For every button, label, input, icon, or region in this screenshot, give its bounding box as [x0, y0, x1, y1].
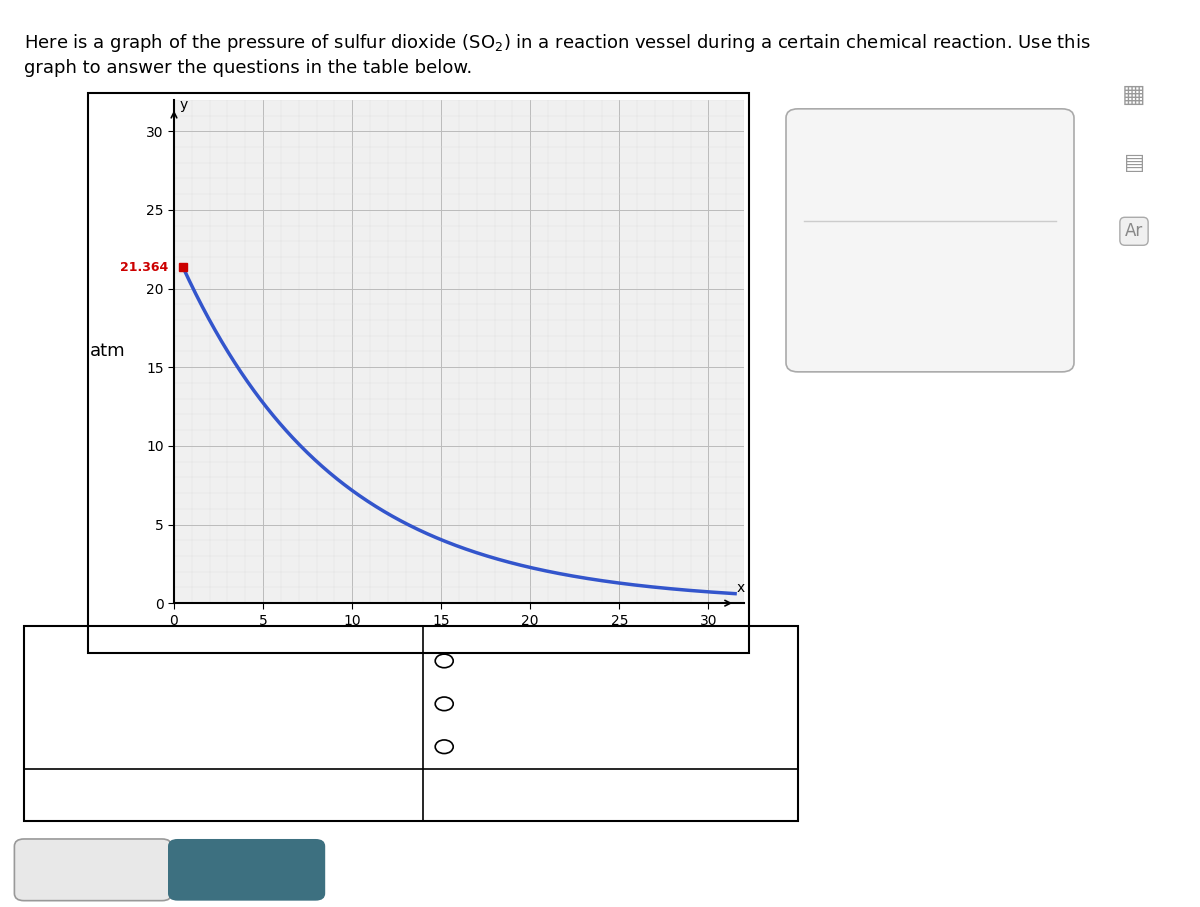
Text: created: created [462, 653, 521, 668]
Text: ↺: ↺ [923, 251, 937, 269]
Text: Ar: Ar [1124, 222, 1144, 240]
Text: graph to answer the questions in the table below.: graph to answer the questions in the tab… [24, 59, 473, 77]
Text: neither created nor destroyed: neither created nor destroyed [462, 739, 692, 755]
Text: ↙: ↙ [836, 161, 856, 181]
Text: destroyed: destroyed [462, 697, 539, 711]
Text: ▤: ▤ [1123, 153, 1145, 173]
Text: Explanation: Explanation [48, 863, 138, 877]
Text: y: y [179, 98, 187, 112]
Text: x: x [737, 581, 745, 595]
Text: ✕: ✕ [839, 251, 853, 269]
Text: Here is a graph of the pressure of sulfur dioxide $\mathrm{(SO_2)}$ in a reactio: Here is a graph of the pressure of sulfu… [24, 32, 1091, 54]
Text: ⌫: ⌫ [916, 162, 944, 181]
X-axis label: seconds: seconds [418, 636, 500, 654]
Text: 21.364: 21.364 [120, 260, 169, 274]
Text: atm: atm [90, 343, 126, 360]
Text: If $\mathrm{SO_2}$ is being created or destroyed, what is the rate at: If $\mathrm{SO_2}$ is being created or d… [38, 785, 463, 805]
Text: reaction?: reaction? [38, 707, 109, 721]
Text: ▦: ▦ [1122, 83, 1146, 107]
Text: Check: Check [221, 863, 272, 877]
Text: ?: ? [1009, 251, 1019, 269]
Text: Is $\mathrm{SO_2}$ being created or destroyed by the chemical: Is $\mathrm{SO_2}$ being created or dest… [38, 672, 425, 690]
